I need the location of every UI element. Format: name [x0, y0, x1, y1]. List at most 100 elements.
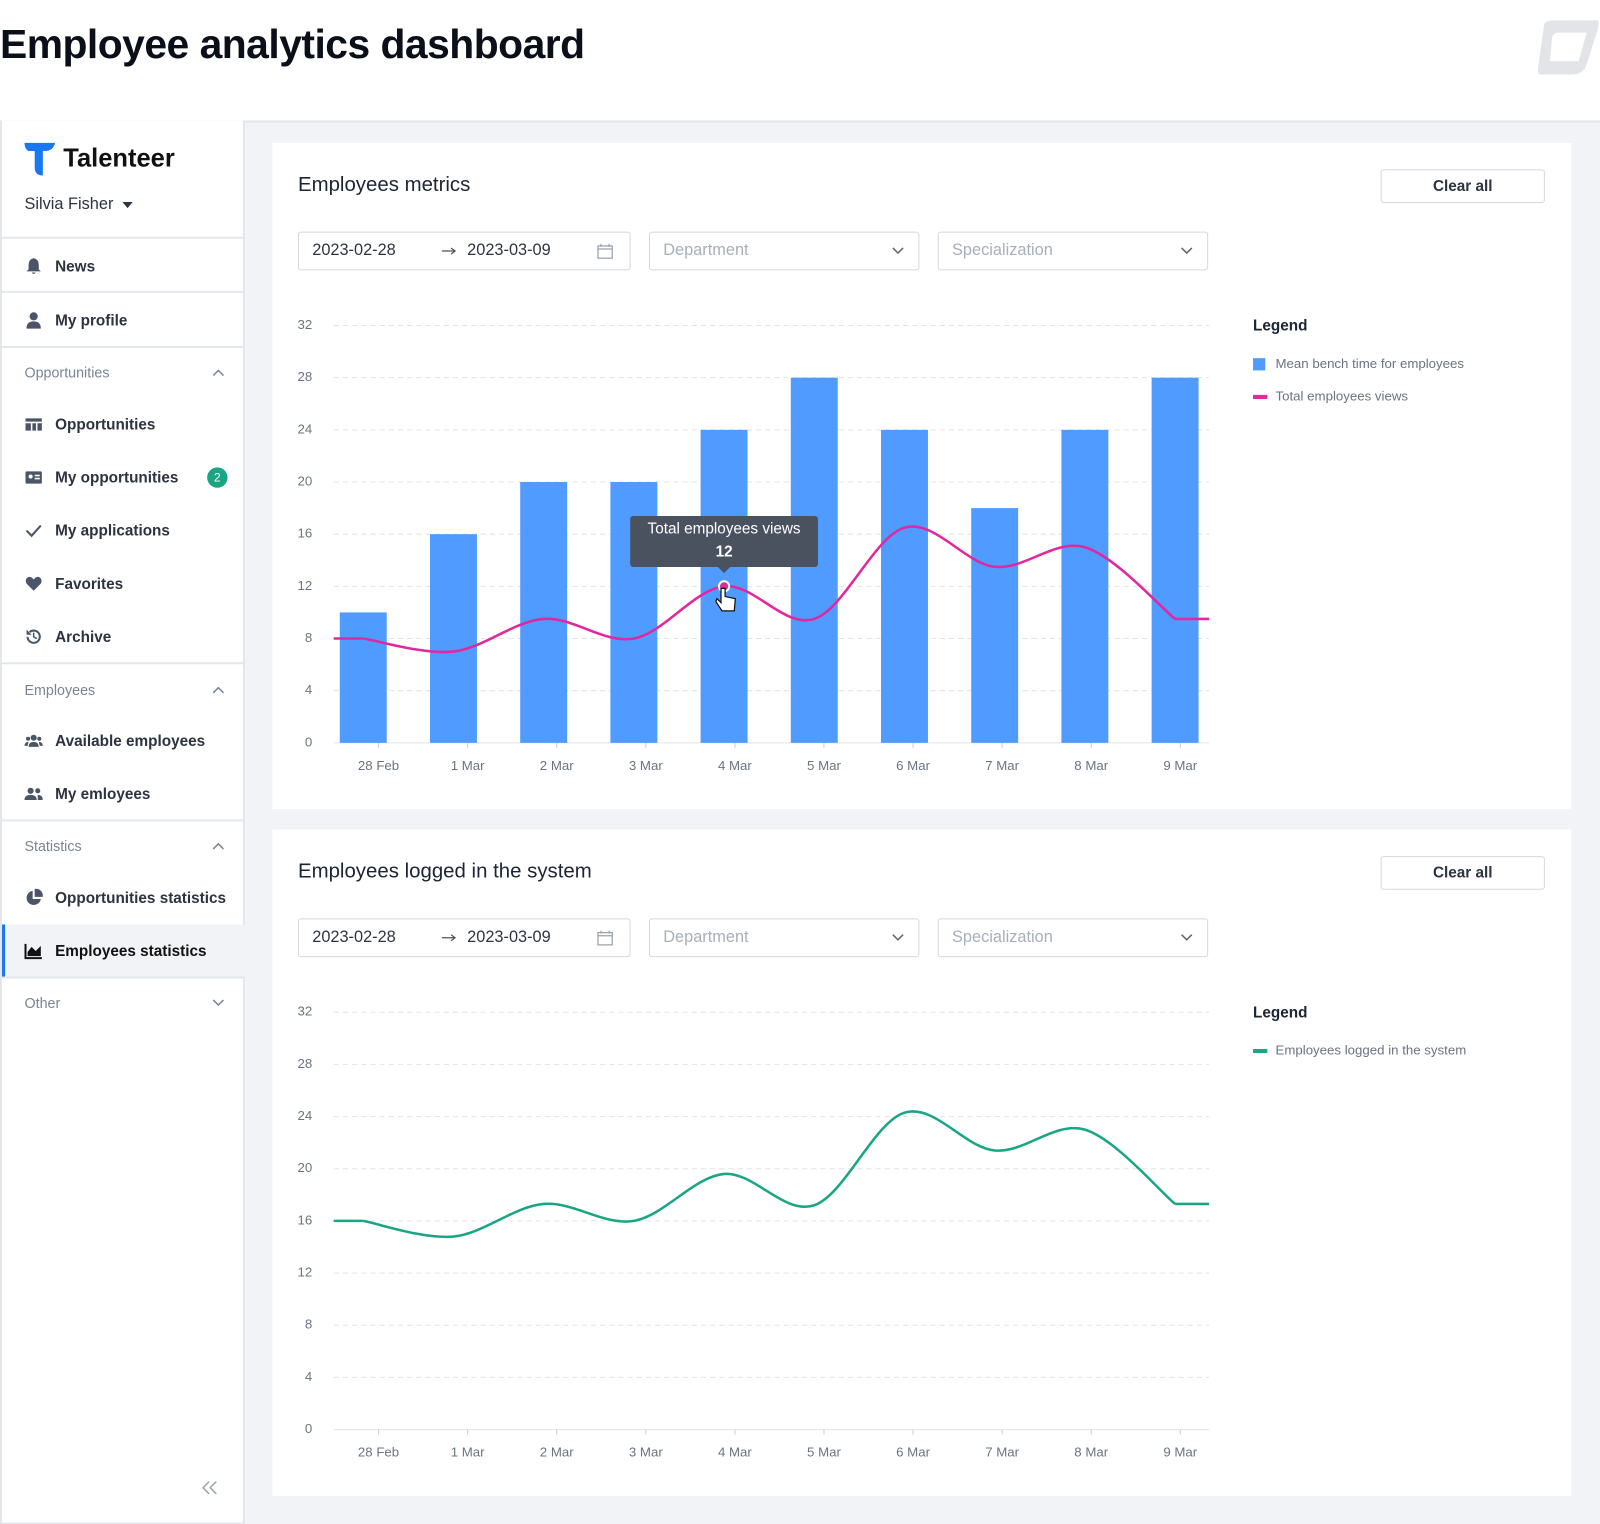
y-tick-label: 12 [297, 578, 312, 593]
bar [1061, 429, 1109, 743]
nav-label: My emloyees [55, 785, 151, 803]
nav-section[interactable]: Statistics [24, 834, 225, 858]
x-tick-label: 4 Mar [718, 758, 752, 773]
nav-label: Employees statistics [55, 942, 207, 960]
nav-item[interactable]: Employees statistics [2, 926, 245, 977]
section-title: Employees [24, 681, 96, 698]
clear-button[interactable]: Clear all [1380, 856, 1545, 890]
chevron [892, 247, 904, 255]
user-menu[interactable]: Silvia Fisher [24, 196, 133, 214]
x-tick-label: 8 Mar [1074, 1445, 1108, 1460]
bar [971, 508, 1019, 743]
y-tick-label: 28 [297, 1056, 312, 1071]
bar [339, 612, 387, 743]
tooltip-box [630, 515, 818, 567]
arrow [441, 247, 456, 255]
x-tick-label: 7 Mar [985, 758, 1019, 773]
separator [2, 662, 245, 665]
date-range[interactable]: 2023-02-28 2023-03-09 [297, 231, 631, 271]
tooltip: Total employees views 12 [630, 515, 818, 574]
date-range[interactable]: 2023-02-28 2023-03-09 [297, 918, 631, 958]
nav-label: My applications [55, 521, 170, 540]
x-tick-label: 2 Mar [540, 1445, 574, 1460]
badge: 2 [207, 467, 228, 488]
separator [2, 976, 245, 979]
nav-item[interactable]: My emloyees [2, 768, 245, 819]
nav-section[interactable]: Employees [24, 678, 225, 702]
line [363, 525, 1176, 654]
nav-item[interactable]: My opportunities 2 [2, 452, 245, 503]
x-tick-label: 28 Feb [358, 758, 399, 773]
bar [1151, 377, 1199, 743]
brand-logo [24, 142, 56, 176]
section-title: Other [24, 994, 61, 1012]
section-title: Statistics [24, 837, 82, 855]
clear-button[interactable]: Clear all [1380, 169, 1545, 204]
x-tick-label: 9 Mar [1163, 1445, 1197, 1460]
date-to: 2023-03-09 [467, 928, 551, 946]
y-tick-label: 28 [297, 369, 312, 384]
chevron [892, 934, 904, 941]
tooltip-arrow [717, 566, 731, 574]
placeholder: Department [663, 241, 749, 260]
chevron [1181, 934, 1193, 941]
tooltip-title: Total employees views [648, 520, 801, 537]
y-tick-label: 20 [297, 1160, 312, 1175]
nav-item[interactable]: Favorites [2, 558, 245, 609]
y-tick-label: 8 [305, 1317, 312, 1332]
nav-item[interactable]: News [2, 241, 245, 292]
bar [429, 534, 477, 743]
specialization-select[interactable]: Specialization [937, 231, 1209, 271]
y-tick-label: 24 [297, 1108, 312, 1123]
department-select[interactable]: Department [648, 231, 920, 271]
x-tick-label: 8 Mar [1074, 758, 1108, 773]
nav-section[interactable]: Opportunities [24, 360, 225, 384]
nav-item[interactable]: Available employees [2, 715, 245, 766]
legend-swatch [1253, 358, 1266, 371]
nav-label: Opportunities [55, 415, 156, 434]
y-tick-label: 20 [297, 474, 312, 489]
nav-label: Opportunities statistics [55, 889, 227, 907]
active-highlight [2, 924, 246, 978]
nav-label: News [55, 257, 96, 275]
department-select[interactable]: Department [648, 918, 920, 958]
y-tick-label: 16 [297, 1212, 312, 1227]
x-tick-label: 5 Mar [807, 758, 841, 773]
corner-logo [1537, 20, 1599, 75]
nav-section[interactable]: Other [24, 991, 225, 1015]
brand-name: Talenteer [63, 143, 175, 173]
y-tick-label: 32 [297, 1004, 312, 1019]
legend-label: Total employees views [1275, 388, 1408, 403]
tooltip-value: 12 [716, 544, 733, 561]
bar [881, 429, 928, 743]
specialization-select[interactable]: Specialization [937, 918, 1209, 958]
date-to: 2023-03-09 [467, 241, 551, 260]
placeholder: Department [663, 928, 749, 946]
x-tick-label: 3 Mar [629, 1445, 663, 1460]
nav-item[interactable]: Opportunities statistics [2, 872, 245, 923]
y-tick-label: 24 [297, 421, 312, 436]
y-tick-label: 12 [297, 1265, 312, 1280]
date-from: 2023-02-28 [312, 928, 396, 946]
nav-item[interactable]: My profile [2, 295, 245, 346]
chevron [212, 842, 225, 850]
y-tick-label: 8 [305, 630, 312, 645]
collapse-button[interactable] [202, 1481, 218, 1495]
nav-label: My opportunities [55, 468, 179, 487]
nav-item[interactable]: Opportunities [2, 399, 245, 450]
caret [122, 202, 133, 209]
section-title: Opportunities [24, 364, 110, 381]
nav-label: My profile [55, 311, 128, 330]
bar [520, 482, 568, 743]
nav-label: Available employees [55, 732, 206, 750]
nav-item[interactable]: My applications [2, 505, 245, 556]
y-tick-label: 32 [297, 317, 312, 332]
x-tick-label: 1 Mar [451, 758, 485, 773]
arrow [441, 934, 456, 942]
legend-title: Legend [1253, 318, 1307, 335]
page-title: Employee analytics dashboard [0, 22, 585, 68]
separator [2, 345, 245, 348]
x-tick-label: 6 Mar [896, 1445, 930, 1460]
nav-item[interactable]: Archive [2, 611, 245, 662]
